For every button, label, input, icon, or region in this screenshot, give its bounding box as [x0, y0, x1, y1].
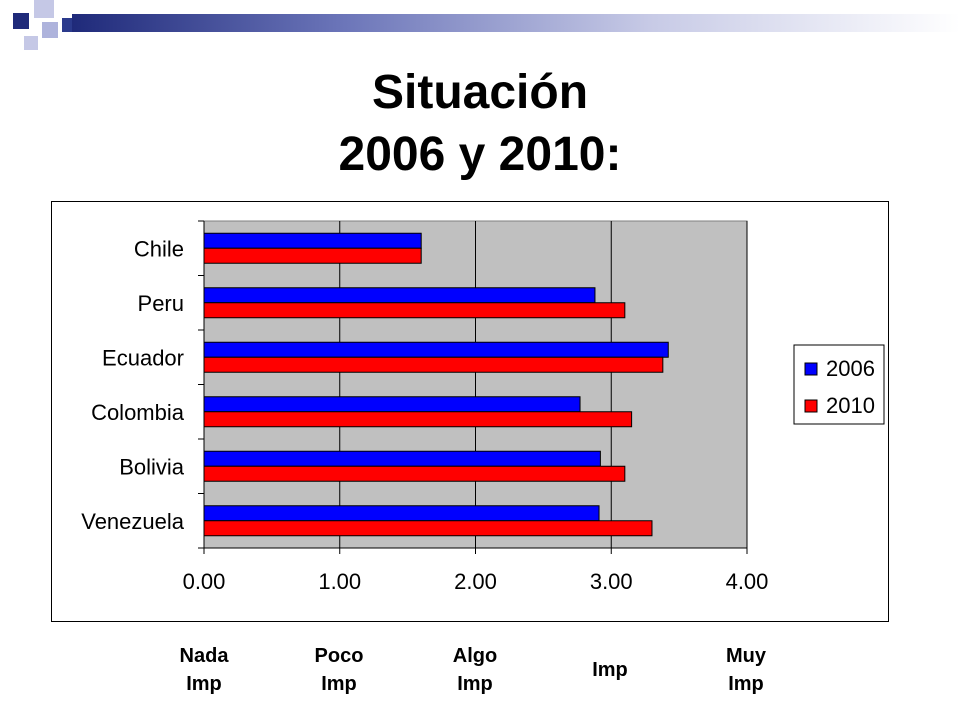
- decor-square-navy: [13, 13, 29, 29]
- scale-label: Poco Imp: [314, 645, 364, 695]
- bar-2006: [203, 450, 601, 467]
- bar-2006: [203, 341, 669, 358]
- decor-square-lavender: [42, 22, 58, 38]
- bar-2006: [203, 505, 600, 522]
- x-tick-label: 2.00: [454, 569, 497, 594]
- y-tick-label: Chile: [134, 236, 184, 261]
- bar-2006: [203, 396, 581, 413]
- header-gradient-bar: [72, 14, 960, 32]
- legend-label-2006: 2006: [826, 356, 875, 381]
- y-tick-label: Peru: [138, 291, 184, 316]
- bar-2010: [203, 356, 664, 373]
- bar-chart: 0.00 1.00 2.00 3.00 4.00 Chile Peru Ecuador Colo…: [81, 220, 885, 594]
- legend-swatch-2006: [804, 362, 818, 376]
- bar-2010: [203, 247, 422, 264]
- chart-container: 0.00 1.00 2.00 3.00 4.00 Chile Peru Ecuador Colo…: [51, 201, 889, 622]
- bar-2010: [203, 302, 626, 319]
- x-tick-label: 3.00: [590, 569, 633, 594]
- legend-swatch-2010: [804, 399, 818, 413]
- bar-2006: [203, 232, 422, 249]
- bar-2006: [203, 287, 596, 304]
- y-tick-label: Venezuela: [81, 509, 185, 534]
- y-tick-label: Colombia: [91, 400, 185, 425]
- y-tick-label: Bolivia: [119, 454, 185, 479]
- slide-title-line2: 2006 y 2010:: [338, 128, 622, 181]
- scale-label: Algo Imp: [452, 645, 498, 695]
- scale-label: Imp: [592, 659, 628, 681]
- x-tick-label: 4.00: [726, 569, 769, 594]
- decor-square-lavender: [34, 0, 54, 18]
- y-tick-label: Ecuador: [102, 345, 184, 370]
- bar-2010: [203, 465, 626, 482]
- decor-square-lavender: [24, 36, 38, 50]
- x-tick-label: 0.00: [183, 569, 226, 594]
- scale-label: Muy Imp: [726, 645, 766, 695]
- slide-title: Situación 2006 y 2010:: [0, 62, 960, 186]
- bar-2010: [203, 520, 653, 537]
- scale-label: Nada Imp: [179, 645, 229, 695]
- x-tick-label: 1.00: [318, 569, 361, 594]
- slide-title-line1: Situación: [371, 66, 589, 119]
- legend-label-2010: 2010: [826, 393, 875, 418]
- bar-2010: [203, 411, 633, 428]
